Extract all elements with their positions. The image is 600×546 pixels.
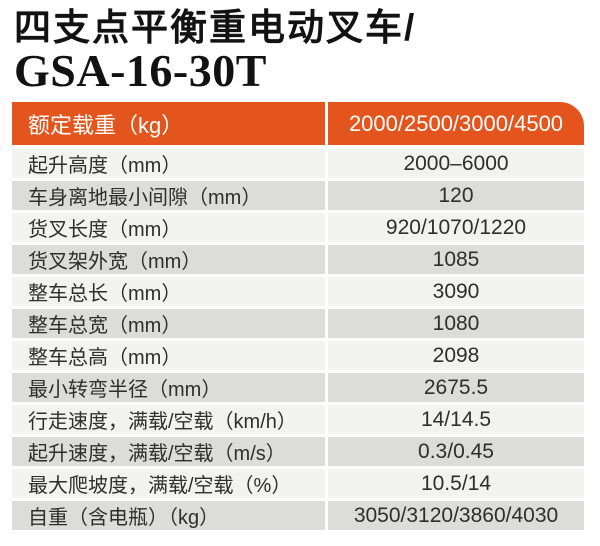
table-row: 最小转弯半径（mm） 2675.5 (12, 373, 584, 402)
row-value: 1080 (328, 309, 584, 338)
row-value: 2675.5 (328, 373, 584, 402)
row-label: 整车总高（mm） (12, 341, 325, 370)
row-label: 整车总长（mm） (12, 277, 325, 306)
row-value: 1085 (328, 245, 584, 274)
row-value: 0.3/0.45 (328, 437, 584, 466)
row-value: 14/14.5 (328, 405, 584, 434)
table-row: 行走速度，满载/空载（km/h） 14/14.5 (12, 405, 584, 434)
row-label: 货叉架外宽（mm） (12, 245, 325, 274)
title-product-name: 四支点平衡重电动叉车/ (14, 7, 417, 48)
table-row: 整车总宽（mm） 1080 (12, 309, 584, 338)
table-row: 起升高度（mm） 2000–6000 (12, 149, 584, 178)
header-value-rated-capacity: 2000/2500/3000/4500 (328, 102, 584, 145)
row-value: 120 (328, 181, 584, 210)
row-label: 货叉长度（mm） (12, 213, 325, 242)
table-row: 整车总高（mm） 2098 (12, 341, 584, 370)
row-label: 起升高度（mm） (12, 149, 325, 178)
row-value: 2098 (328, 341, 584, 370)
table-row: 货叉长度（mm） 920/1070/1220 (12, 213, 584, 242)
row-label: 整车总宽（mm） (12, 309, 325, 338)
row-label: 最大爬坡度，满载/空载（%） (12, 469, 325, 498)
row-value: 3050/3120/3860/4030 (328, 501, 584, 530)
table-row: 货叉架外宽（mm） 1085 (12, 245, 584, 274)
row-label: 起升速度，满载/空载（m/s） (12, 437, 325, 466)
page-title: 四支点平衡重电动叉车/ GSA-16-30T (0, 0, 600, 94)
row-value: 920/1070/1220 (328, 213, 584, 242)
row-value: 3090 (328, 277, 584, 306)
spec-table: 额定载重（kg） 2000/2500/3000/4500 起升高度（mm） 200… (12, 102, 584, 530)
row-label: 行走速度，满载/空载（km/h） (12, 405, 325, 434)
table-body: 起升高度（mm） 2000–6000 车身离地最小间隙（mm） 120 货叉长度（mm）… (12, 149, 584, 530)
row-label: 车身离地最小间隙（mm） (12, 181, 325, 210)
row-label: 最小转弯半径（mm） (12, 373, 325, 402)
table-header-row: 额定载重（kg） 2000/2500/3000/4500 (12, 102, 584, 145)
header-label-rated-capacity: 额定载重（kg） (12, 102, 325, 145)
title-model-number: GSA-16-30T (14, 45, 267, 96)
row-value: 2000–6000 (328, 149, 584, 178)
table-row: 自重（含电瓶）（kg） 3050/3120/3860/4030 (12, 501, 584, 530)
table-row: 起升速度，满载/空载（m/s） 0.3/0.45 (12, 437, 584, 466)
table-row: 车身离地最小间隙（mm） 120 (12, 181, 584, 210)
row-value: 10.5/14 (328, 469, 584, 498)
row-label: 自重（含电瓶）（kg） (12, 501, 325, 530)
table-row: 整车总长（mm） 3090 (12, 277, 584, 306)
table-row: 最大爬坡度，满载/空载（%） 10.5/14 (12, 469, 584, 498)
